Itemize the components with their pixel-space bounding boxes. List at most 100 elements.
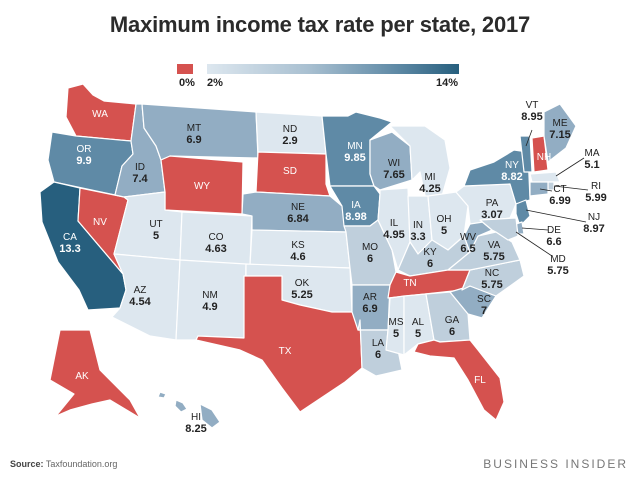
state-abbr-nm: NM	[202, 290, 218, 301]
leader-line-nj	[525, 209, 587, 223]
state-rate-id: 7.4	[132, 173, 148, 185]
state-rate-ga: 6	[449, 326, 455, 338]
state-abbr-id: ID	[135, 162, 145, 173]
state-rate-pa: 3.07	[481, 209, 502, 221]
state-rate-oh: 5	[441, 225, 447, 237]
state-abbr-tx: TX	[279, 346, 292, 357]
state-md	[479, 217, 519, 241]
state-rate-ks: 4.6	[290, 251, 305, 263]
state-abbr-nc: NC	[485, 268, 499, 279]
state-rate-ne: 6.84	[287, 213, 309, 225]
state-abbr-mt: MT	[187, 123, 201, 134]
leader-line-ri	[553, 185, 589, 191]
state-rate-ok: 5.25	[291, 289, 312, 301]
state-abbr-in: IN	[413, 220, 423, 231]
state-rate-in: 3.3	[410, 231, 425, 243]
state-rate-md: 5.75	[547, 265, 568, 277]
legend-zero-label: 0%	[179, 77, 195, 89]
state-abbr-al: AL	[412, 317, 425, 328]
state-abbr-hi: HI	[191, 412, 201, 423]
state-rate-ri: 5.99	[585, 192, 606, 204]
state-rate-ut: 5	[153, 230, 159, 242]
leader-line-ct	[539, 188, 553, 192]
state-abbr-va: VA	[488, 240, 501, 251]
state-abbr-fl: FL	[474, 375, 486, 386]
state-abbr-co: CO	[209, 232, 224, 243]
state-abbr-ky: KY	[423, 247, 437, 258]
state-vt	[519, 135, 533, 173]
state-rate-sc: 7	[481, 305, 487, 317]
state-abbr-mi: MI	[424, 172, 435, 183]
state-rate-wv: 6.5	[460, 243, 475, 255]
state-rate-ma: 5.1	[584, 159, 599, 171]
state-abbr-wa: WA	[92, 109, 108, 120]
state-sd	[255, 151, 331, 197]
state-rate-nd: 2.9	[282, 135, 297, 147]
state-abbr-de: DE	[547, 225, 561, 236]
state-abbr-ks: KS	[291, 240, 305, 251]
state-abbr-ar: AR	[363, 292, 377, 303]
state-rate-de: 6.6	[546, 236, 561, 248]
state-abbr-wi: WI	[388, 158, 400, 169]
state-tx	[195, 275, 363, 413]
state-rate-az: 4.54	[129, 296, 151, 308]
state-nj	[515, 199, 531, 227]
state-abbr-la: LA	[372, 338, 385, 349]
state-abbr-me: ME	[553, 118, 568, 129]
legend-low-label: 2%	[207, 77, 223, 89]
leader-line-ma	[555, 157, 585, 177]
state-rate-ia: 8.98	[345, 211, 366, 223]
state-abbr-nh: NH	[537, 152, 551, 163]
state-abbr-nj: NJ	[588, 212, 600, 223]
state-rate-ca: 13.3	[59, 243, 80, 255]
state-hi	[174, 399, 188, 413]
state-abbr-ut: UT	[149, 219, 162, 230]
state-rate-nm: 4.9	[202, 301, 217, 313]
state-me	[543, 103, 577, 163]
state-abbr-il: IL	[390, 218, 399, 229]
state-rate-vt: 8.95	[521, 111, 542, 123]
state-abbr-pa: PA	[486, 198, 499, 209]
state-abbr-nv: NV	[93, 217, 107, 228]
state-abbr-tn: TN	[403, 278, 416, 289]
leader-line-md	[515, 231, 553, 257]
state-hi	[157, 391, 167, 399]
brand-logo-text: BUSINESS INSIDER	[483, 457, 628, 471]
state-abbr-ca: CA	[63, 232, 77, 243]
state-abbr-ms: MS	[389, 317, 404, 328]
source-text: Taxfoundation.org	[45, 459, 118, 469]
state-abbr-ma: MA	[585, 148, 600, 159]
state-rate-nj: 8.97	[583, 223, 604, 235]
state-ak	[49, 329, 141, 419]
state-rate-nc: 5.75	[481, 279, 502, 291]
state-rate-il: 4.95	[383, 229, 404, 241]
map-title: Maximum income tax rate per state, 2017	[109, 12, 531, 37]
state-rate-ny: 8.82	[501, 171, 522, 183]
state-hi	[199, 403, 221, 429]
state-abbr-ct: CT	[553, 184, 566, 195]
state-abbr-oh: OH	[437, 214, 452, 225]
state-abbr-ia: IA	[351, 200, 361, 211]
state-abbr-md: MD	[550, 254, 566, 265]
state-rate-or: 9.9	[76, 155, 91, 167]
state-rate-ct: 6.99	[549, 195, 570, 207]
leader-line-de	[521, 227, 549, 231]
state-rate-co: 4.63	[205, 243, 226, 255]
legend-zero-swatch	[177, 64, 193, 74]
state-abbr-sc: SC	[477, 294, 491, 305]
state-abbr-wy: WY	[194, 181, 210, 192]
state-ct	[529, 181, 549, 197]
source-label: Source:	[10, 459, 44, 469]
state-abbr-vt: VT	[526, 100, 539, 111]
state-ma	[529, 171, 561, 183]
leader-line-vt	[525, 129, 533, 147]
state-rate-mo: 6	[367, 253, 373, 265]
state-rate-me: 7.15	[549, 129, 570, 141]
state-abbr-wv: WV	[460, 232, 476, 243]
state-abbr-ga: GA	[445, 315, 460, 326]
state-rate-mn: 9.85	[344, 152, 365, 164]
state-rate-ar: 6.9	[362, 303, 377, 315]
state-abbr-ak: AK	[75, 371, 89, 382]
state-abbr-mo: MO	[362, 242, 378, 253]
